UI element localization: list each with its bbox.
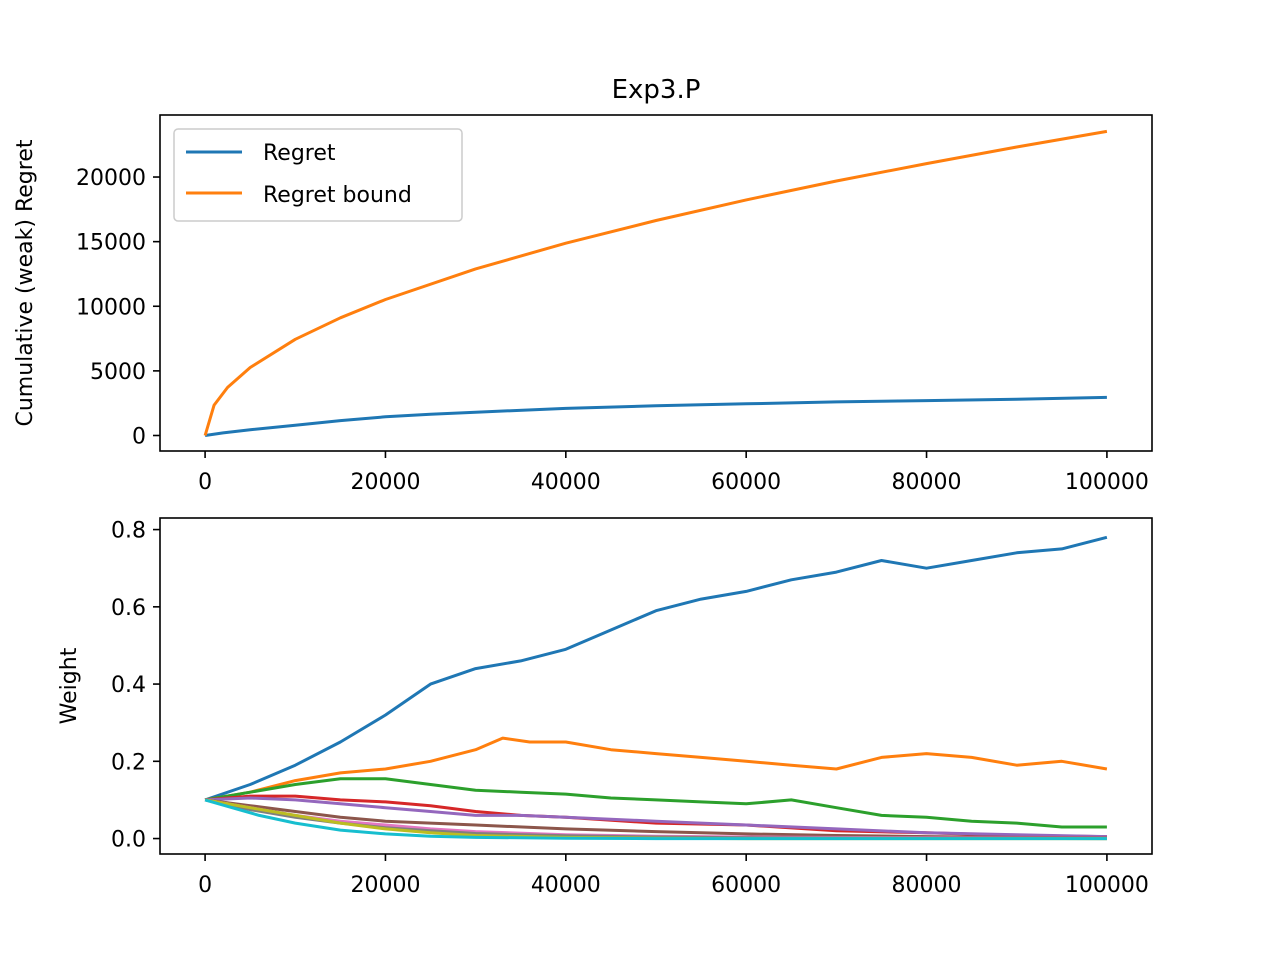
weight-x-tick-label: 40000 [531,873,601,898]
weight-series-10-line [204,798,1107,841]
regret-series-group [203,129,1108,437]
regret-x-tick-label: 0 [198,470,212,495]
regret-series-2-line [203,129,1108,436]
regret-y-tick-label: 5000 [90,360,146,385]
weight-y-axis-label: Weight [57,647,82,724]
legend: Regret Regret bound [173,128,463,222]
weight-y-tick-label: 0.2 [111,750,146,775]
weight-axes: 0 20000 40000 60000 80000 100000 0.0 0.2 0.4 0.6… [57,517,1153,898]
weight-series-3-line [204,777,1107,829]
weight-x-tick-label: 0 [198,873,212,898]
weight-x-tick-label: 60000 [711,873,781,898]
weight-series-2-line [204,736,1108,802]
regret-x-tick-label: 20000 [350,470,420,495]
regret-y-tick-label: 0 [132,424,146,449]
weight-y-ticks: 0.0 0.2 0.4 0.6 0.8 [111,519,160,853]
weight-y-tick-label: 0.0 [111,828,146,853]
regret-y-tick-label: 10000 [76,295,146,320]
regret-x-tick-label: 80000 [892,470,962,495]
weight-series-5-line [205,796,1107,839]
weight-series-1-line [204,535,1108,802]
weight-series-group [204,535,1108,841]
weight-x-tick-label: 100000 [1065,873,1149,898]
weight-y-tick-label: 0.4 [111,673,146,698]
weight-x-tick-label: 80000 [892,873,962,898]
regret-series-1-line [204,395,1107,437]
weight-x-ticks: 0 20000 40000 60000 80000 100000 [198,854,1149,898]
weight-x-tick-label: 20000 [350,873,420,898]
weight-axes-frame [159,517,1153,855]
regret-y-tick-label: 20000 [76,166,146,191]
regret-x-tick-label: 100000 [1065,470,1149,495]
regret-axes: 0 20000 40000 60000 80000 100000 0 5000 10000 15… [13,114,1153,495]
legend-box [173,128,463,222]
regret-x-tick-label: 60000 [711,470,781,495]
regret-y-ticks: 0 5000 10000 15000 20000 [76,166,160,449]
regret-x-tick-label: 40000 [531,470,601,495]
regret-y-tick-label: 15000 [76,231,146,256]
legend-label-regret: Regret [263,141,336,166]
regret-axes-frame [159,114,1153,452]
regret-y-axis-label: Cumulative (weak) Regret [13,139,38,426]
chart-title: Exp3.P [612,75,701,105]
regret-x-ticks: 0 20000 40000 60000 80000 100000 [198,451,1149,495]
weight-y-tick-label: 0.8 [111,519,146,544]
weight-y-tick-label: 0.6 [111,596,146,621]
legend-label-regret-bound: Regret bound [263,183,412,208]
